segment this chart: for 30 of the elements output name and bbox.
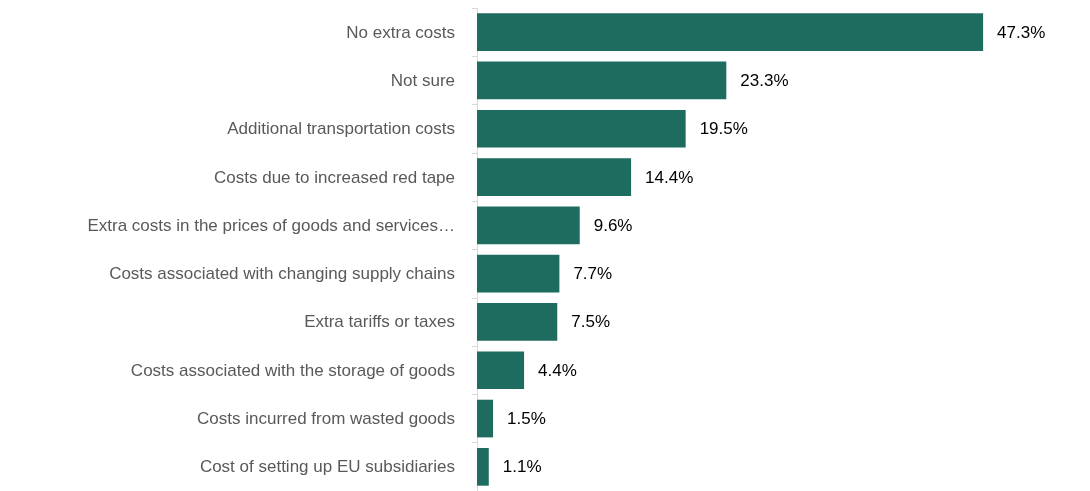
data-label: 1.1%: [502, 457, 542, 477]
y-tick-label: Cost of setting up EU subsidiaries: [199, 457, 455, 477]
y-tick-label: Costs associated with the storage of goods: [130, 360, 455, 380]
y-tick-label: Costs due to increased red tape: [214, 167, 455, 187]
data-label: 14.4%: [645, 167, 694, 187]
data-label: 7.7%: [573, 264, 613, 284]
data-label: 9.6%: [593, 215, 633, 235]
data-label: 7.5%: [571, 312, 610, 332]
bar: [477, 206, 580, 245]
data-label: 47.3%: [997, 22, 1046, 42]
y-tick-label: Costs incurred from wasted goods: [197, 409, 455, 429]
y-tick-label: Additional transportation costs: [227, 119, 455, 139]
bar: [477, 303, 558, 341]
y-tick-label: Not sure: [390, 70, 455, 90]
bar: [477, 399, 494, 438]
data-label: 1.5%: [507, 409, 546, 429]
y-tick-label: No extra costs: [346, 22, 455, 42]
data-label: 4.4%: [538, 360, 577, 380]
y-tick-label: Extra tariffs or taxes: [304, 312, 455, 332]
bar: [477, 351, 525, 390]
bar: [477, 254, 560, 293]
data-label: 19.5%: [699, 119, 748, 139]
bar: [477, 158, 632, 196]
bar: [477, 448, 489, 486]
bar: [477, 13, 984, 51]
y-tick-label: Costs associated with changing supply chains: [109, 264, 455, 284]
y-tick-label: Extra costs in the prices of goods and services…: [87, 215, 455, 235]
data-label: 23.3%: [740, 70, 789, 90]
bar: [477, 61, 727, 100]
bar: [477, 109, 686, 148]
